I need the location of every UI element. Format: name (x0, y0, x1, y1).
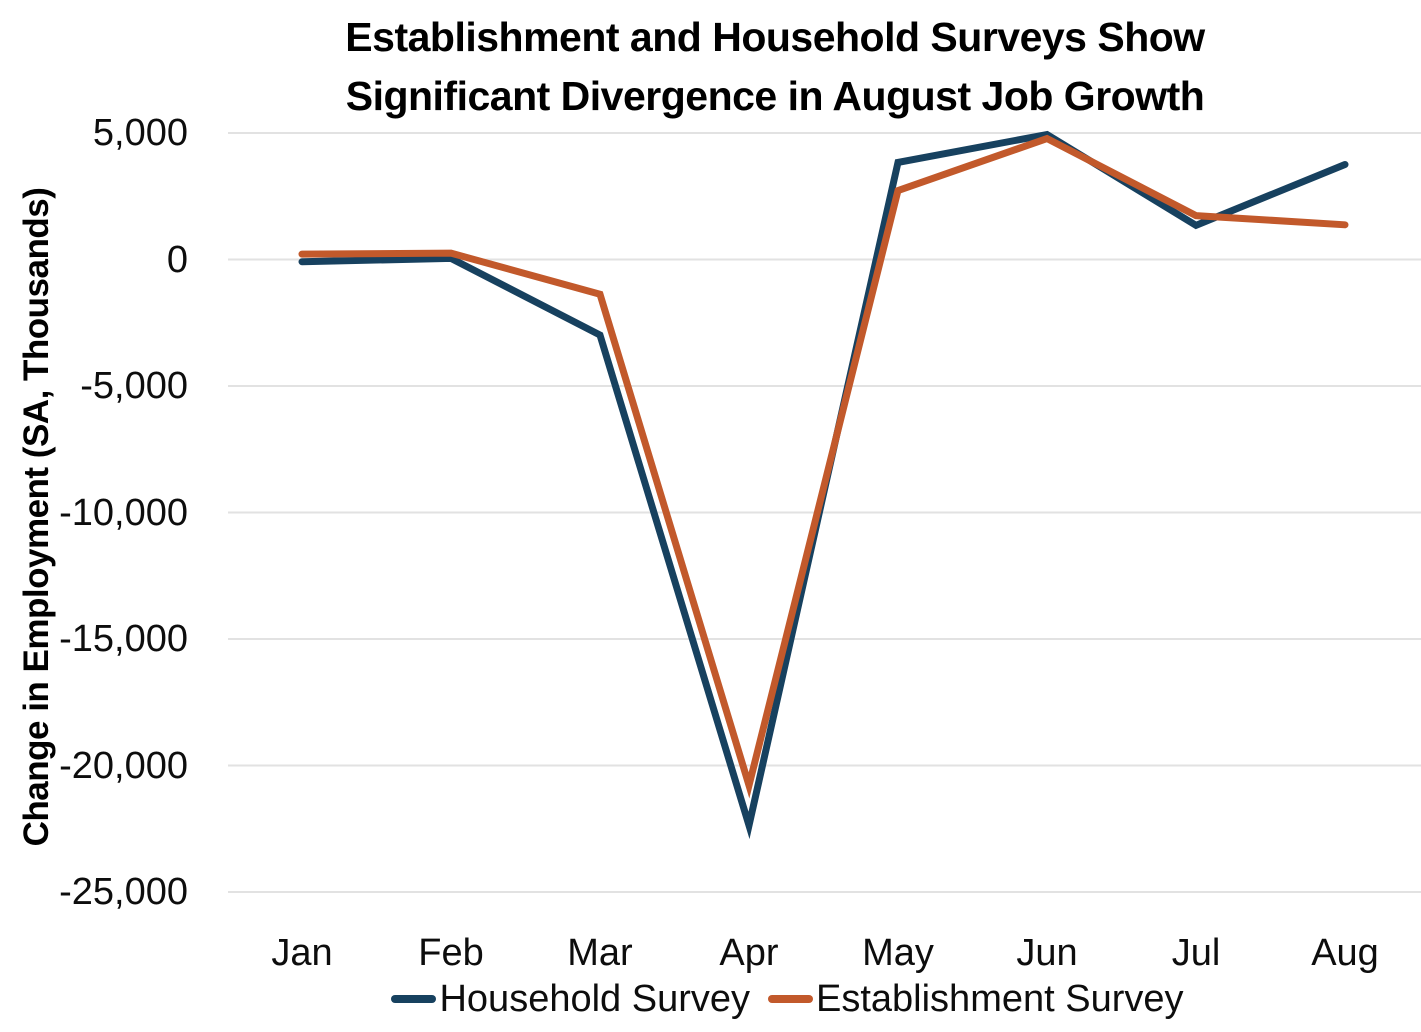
y-tick-label-4: -15,000 (59, 618, 188, 660)
legend-swatch-establishment-survey (768, 995, 813, 1003)
x-tick-label-mar: Mar (567, 932, 633, 974)
x-tick-label-feb: Feb (418, 932, 484, 974)
legend-label-household-survey: Household Survey (439, 978, 750, 1020)
chart-title-line-1: Establishment and Household Surveys Show (345, 14, 1205, 60)
legend-item-establishment-survey: Establishment Survey (768, 976, 1184, 1022)
x-tick-label-apr: Apr (719, 932, 779, 974)
y-tick-label-1: 0 (166, 238, 188, 281)
legend-label-establishment-survey: Establishment Survey (816, 978, 1184, 1020)
legend-swatch-household-survey (391, 995, 437, 1003)
x-tick-label-jun: Jun (1016, 932, 1078, 974)
y-tick-label-6: -25,000 (59, 871, 188, 913)
chart-title-line-2: Significant Divergence in August Job Gro… (345, 73, 1205, 119)
chart-title: Establishment and Household Surveys Show… (129, 8, 1421, 126)
y-tick-label-5: -20,000 (59, 744, 188, 787)
y-tick-label-2: -5,000 (80, 365, 188, 407)
x-tick-label-jul: Jul (1171, 932, 1221, 974)
legend: Household Survey Establishment Survey (154, 974, 1421, 1024)
x-tick-label-aug: Aug (1311, 932, 1379, 974)
x-tick-label-may: May (862, 932, 934, 974)
x-tick-label-jan: Jan (271, 932, 333, 974)
y-tick-label-0: 5,000 (92, 112, 188, 154)
series-line-establishment-survey (298, 134, 1349, 799)
y-tick-label-3: -10,000 (59, 491, 188, 534)
legend-item-household-survey: Household Survey (391, 976, 750, 1022)
